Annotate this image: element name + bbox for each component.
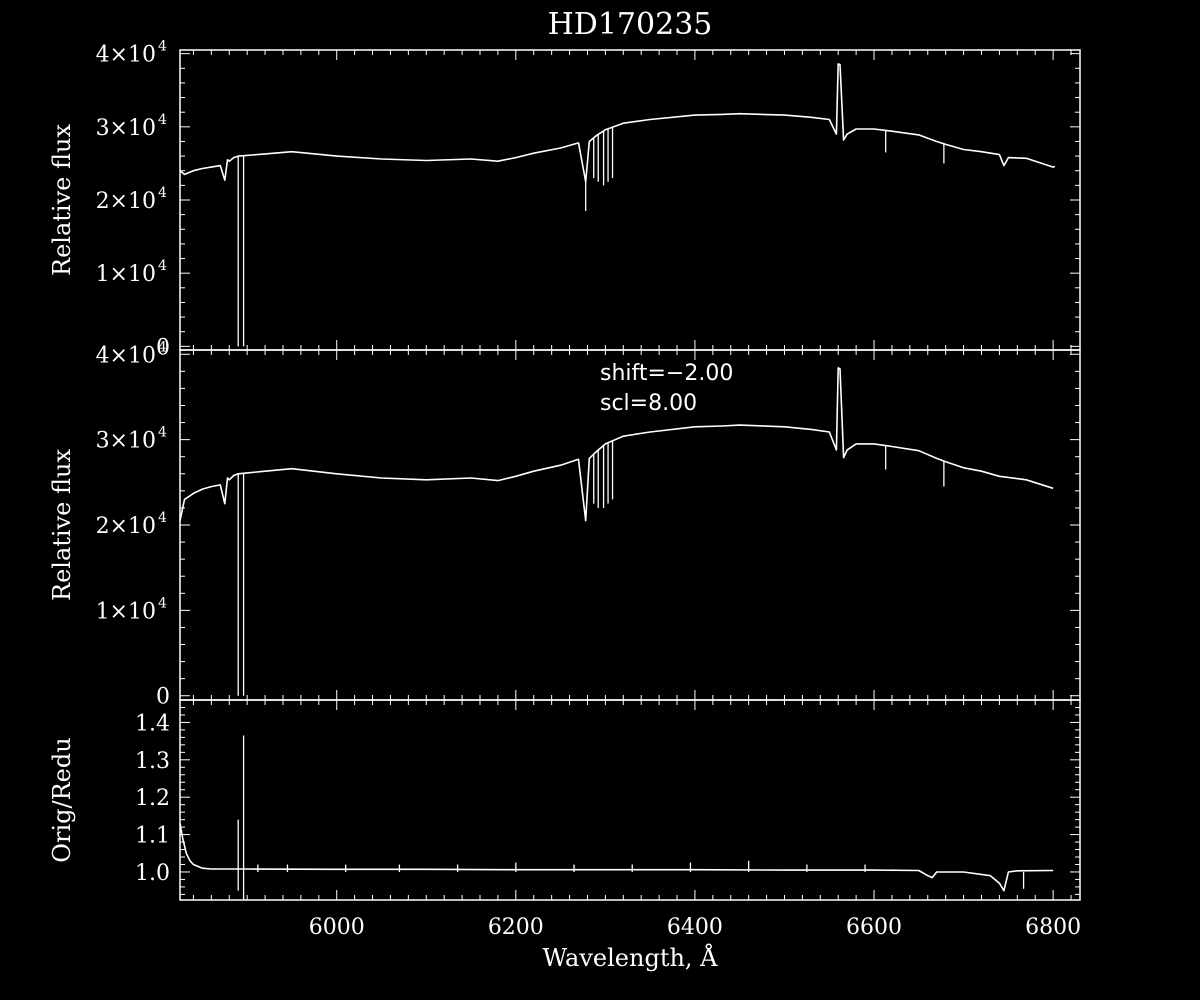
- panel-1-ytick-exponent: 4: [158, 39, 167, 55]
- panel-1-ytick-label: 4×10: [96, 43, 156, 68]
- panel-1-ytick-label: 1×10: [96, 262, 156, 287]
- panel-1-ytick-exponent: 4: [158, 258, 167, 274]
- panel-2-annotation: scl=8.00: [600, 391, 697, 416]
- panel-2-ytick-exponent: 4: [158, 425, 167, 441]
- panel-3-xtick-label: 6600: [846, 915, 902, 940]
- panel-1-ytick-label: 3×10: [96, 116, 156, 141]
- panel-1-ytick-label: 2×10: [96, 189, 156, 214]
- x-axis-label: Wavelength, Å: [542, 943, 718, 972]
- panel-3-xtick-label: 6800: [1025, 915, 1081, 940]
- panel-3-frame: [179, 699, 1081, 901]
- panel-3-ytick-label: 1.3: [135, 749, 170, 774]
- panel-3-xtick-label: 6400: [667, 915, 723, 940]
- panel-3-xtick-label: 6200: [488, 915, 544, 940]
- chart-title: HD170235: [548, 7, 713, 42]
- panel-3-y-axis-label: Orig/Redu: [48, 737, 76, 862]
- panel-3-ytick-label: 1.1: [135, 824, 170, 849]
- panel-2-ytick-label: 2×10: [96, 514, 156, 539]
- panel-2-ytick-label: 4×10: [96, 343, 156, 368]
- panel-1-series-line: [179, 63, 1056, 183]
- panel-3-ytick-label: 1.2: [135, 786, 170, 811]
- panel-2-ytick-exponent: 4: [158, 595, 167, 611]
- panel-2-y-axis-label: Relative flux: [48, 449, 76, 601]
- panel-2-ytick-label: 1×10: [96, 599, 156, 624]
- panel-3-ytick-label: 1.4: [135, 711, 170, 736]
- panel-1-ytick-exponent: 4: [158, 185, 167, 201]
- panel-3-xtick-label: 6000: [309, 915, 365, 940]
- panel-1-y-axis-label: Relative flux: [48, 124, 76, 276]
- panel-2-ytick-exponent: 4: [158, 510, 167, 526]
- panel-1-ytick-exponent: 4: [158, 112, 167, 128]
- panel-1-ytick-label: 0: [156, 335, 170, 360]
- panel-2-ytick-label: 3×10: [96, 429, 156, 454]
- panel-3-ytick-label: 1.0: [135, 861, 170, 886]
- panel-3-series-line: [179, 823, 1054, 892]
- panel-1-frame: [179, 49, 1081, 351]
- panel-2-ytick-exponent: 4: [158, 339, 167, 355]
- panel-2-annotation: shift=−2.00: [600, 361, 733, 386]
- panel-2-ytick-label: 0: [156, 685, 170, 710]
